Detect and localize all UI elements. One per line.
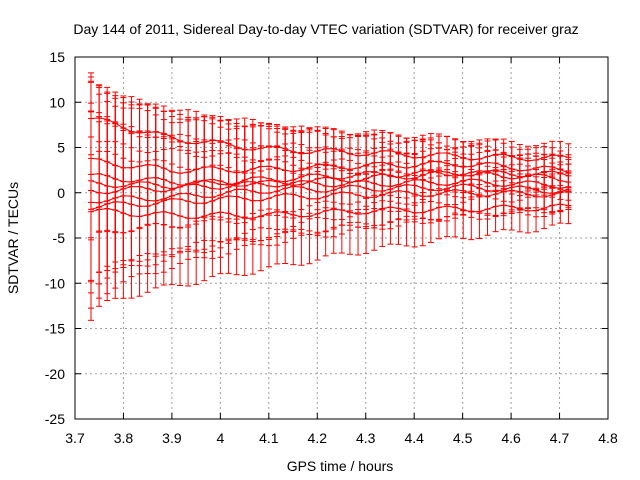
x-tick-label: 4.3 <box>356 430 376 446</box>
tick-marks <box>74 56 609 420</box>
y-tick-label: 5 <box>57 140 65 156</box>
series-line <box>90 157 569 174</box>
chart-title: Day 144 of 2011, Sidereal Day-to-day VTE… <box>73 21 578 37</box>
y-tick-label: -20 <box>45 366 65 382</box>
x-tick-label: 3.7 <box>65 430 85 446</box>
x-tick-label: 4.1 <box>259 430 279 446</box>
x-tick-label: 4.4 <box>404 430 424 446</box>
x-tick-label: 4.5 <box>453 430 473 446</box>
x-tick-label: 4.2 <box>308 430 328 446</box>
series-line <box>90 169 569 187</box>
x-axis-label: GPS time / hours <box>287 458 394 474</box>
y-tick-label: 0 <box>57 185 65 201</box>
series-line <box>90 170 569 190</box>
x-tick-label: 3.9 <box>162 430 182 446</box>
x-tick-label: 4.7 <box>550 430 570 446</box>
x-tick-label: 4.8 <box>598 430 618 446</box>
series-line <box>90 189 569 210</box>
y-tick-label: -15 <box>45 321 65 337</box>
series-line <box>90 117 569 162</box>
y-axis-label: SDTVAR / TECUs <box>5 182 21 294</box>
y-tick-label: 15 <box>49 49 65 65</box>
x-tick-label: 3.8 <box>114 430 134 446</box>
series-layer <box>87 72 572 321</box>
y-tick-label: -25 <box>45 411 65 427</box>
y-tick-label: 10 <box>49 94 65 110</box>
y-tick-label: -5 <box>53 230 66 246</box>
x-tick-label: 4 <box>216 430 224 446</box>
series-line <box>90 203 569 219</box>
series-8 <box>87 110 572 239</box>
x-tick-labels: 3.7 3.8 3.9 4 4.1 4.2 4.3 4.4 4.5 4.6 4.7 4.8 <box>65 430 618 446</box>
y-tick-label: -10 <box>45 275 65 291</box>
y-tick-labels: 15 10 5 0 -5 -10 -15 -20 -25 <box>45 49 65 427</box>
x-tick-label: 4.6 <box>501 430 521 446</box>
